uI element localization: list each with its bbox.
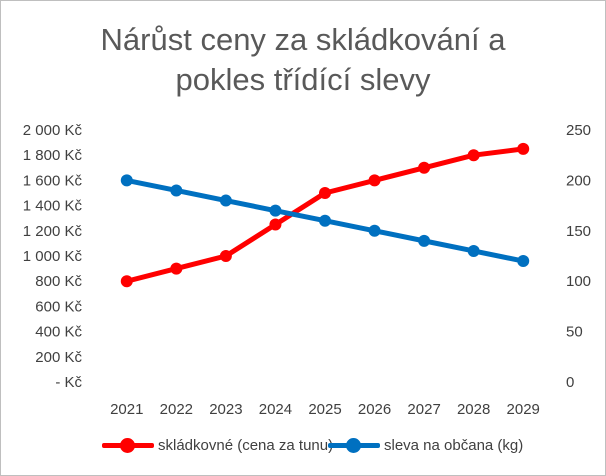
data-point-series-0 bbox=[219, 250, 232, 262]
legend-swatch-sleva bbox=[328, 435, 380, 455]
x-tick-label: 2026 bbox=[358, 401, 391, 418]
x-tick-label: 2028 bbox=[457, 401, 490, 418]
x-tick-label: 2029 bbox=[507, 401, 540, 418]
y-right-tick-label: 0 bbox=[566, 374, 574, 391]
legend-item-skladkovne: skládkovné (cena za tunu) bbox=[102, 430, 333, 460]
x-tick-label: 2027 bbox=[407, 401, 440, 418]
y-left-tick-label: - Kč bbox=[55, 374, 82, 391]
data-point-series-0 bbox=[418, 161, 431, 174]
chart-title-line-2: pokles třídící slevy bbox=[175, 62, 431, 97]
data-point-series-1 bbox=[120, 174, 133, 187]
data-point-series-1 bbox=[269, 204, 282, 217]
data-point-series-1 bbox=[170, 184, 183, 197]
y-left-tick-label: 1 200 Kč bbox=[23, 223, 83, 240]
y-left-tick-label: 400 Kč bbox=[35, 324, 82, 341]
data-point-series-1 bbox=[517, 255, 530, 268]
y-right-tick-label: 150 bbox=[566, 223, 591, 240]
x-tick-label: 2025 bbox=[308, 401, 341, 418]
y-right-tick-label: 100 bbox=[566, 273, 591, 290]
x-tick-label: 2023 bbox=[209, 401, 242, 418]
y-left-tick-label: 2 000 Kč bbox=[23, 122, 83, 139]
y-left-tick-label: 200 Kč bbox=[35, 349, 82, 366]
chart-legend: skládkovné (cena za tunu) sleva na občan… bbox=[0, 430, 606, 460]
data-point-series-0 bbox=[368, 174, 381, 187]
y-left-tick-label: 1 000 Kč bbox=[23, 248, 83, 265]
y-right-tick-label: 200 bbox=[566, 172, 591, 189]
data-point-series-0 bbox=[120, 275, 133, 288]
data-point-series-0 bbox=[517, 142, 530, 155]
x-tick-label: 2024 bbox=[259, 401, 292, 418]
data-point-series-1 bbox=[319, 214, 331, 227]
x-tick-label: 2021 bbox=[110, 401, 143, 418]
legend-label-skladkovne: skládkovné (cena za tunu) bbox=[158, 436, 334, 454]
x-tick-label: 2022 bbox=[160, 401, 193, 418]
data-point-series-1 bbox=[368, 224, 381, 237]
data-point-series-0 bbox=[170, 262, 183, 275]
data-point-series-1 bbox=[467, 244, 480, 257]
legend-item-sleva: sleva na občana (kg) bbox=[328, 430, 523, 460]
y-left-tick-label: 800 Kč bbox=[35, 273, 82, 290]
legend-swatch-skladkovne bbox=[102, 435, 154, 455]
data-point-series-0 bbox=[269, 218, 282, 231]
chart-title: Nárůst ceny za skládkování a pokles tříd… bbox=[0, 20, 606, 100]
y-left-tick-label: 1 400 Kč bbox=[23, 198, 83, 215]
y-right-tick-label: 250 bbox=[566, 122, 591, 139]
chart-title-line-1: Nárůst ceny za skládkování a bbox=[100, 22, 506, 57]
data-point-series-1 bbox=[418, 234, 431, 247]
data-point-series-0 bbox=[319, 187, 331, 199]
data-point-series-1 bbox=[219, 194, 232, 207]
y-left-tick-label: 1 600 Kč bbox=[23, 172, 83, 189]
y-left-tick-label: 1 800 Kč bbox=[23, 147, 83, 164]
data-point-series-0 bbox=[467, 149, 480, 162]
legend-label-sleva: sleva na občana (kg) bbox=[384, 436, 524, 454]
y-right-tick-label: 50 bbox=[566, 324, 583, 341]
y-left-tick-label: 600 Kč bbox=[35, 298, 82, 315]
